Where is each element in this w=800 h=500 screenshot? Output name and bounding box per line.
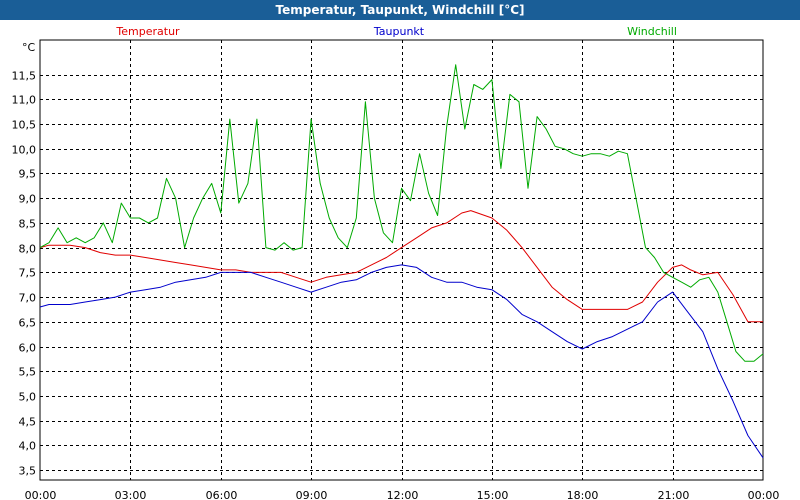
legend-taupunkt: Taupunkt [373, 25, 425, 38]
x-tick-labels: 00:0012.12.1603:0012.12.1606:0012.12.160… [25, 489, 780, 500]
chart-title: Temperatur, Taupunkt, Windchill [°C] [0, 0, 800, 20]
y-tick-label: 8,5 [19, 218, 37, 231]
y-tick-label: 7,0 [19, 292, 37, 305]
series-line-windchill [39, 64, 764, 362]
y-axis-unit: °C [22, 41, 36, 54]
y-tick-label: 11,0 [12, 94, 37, 107]
x-tick-time: 03:00 [115, 489, 147, 500]
series-line-taupunkt [39, 264, 764, 459]
y-tick-label: 4,0 [19, 440, 37, 453]
series-line-temperatur [39, 210, 763, 323]
y-tick-label: 11,5 [12, 70, 37, 83]
x-tick-time: 06:00 [206, 489, 238, 500]
y-tick-label: 3,5 [19, 465, 37, 478]
y-tick-label: 8,0 [19, 243, 37, 256]
x-tick-time: 18:00 [567, 489, 599, 500]
legend-temperatur: Temperatur [115, 25, 180, 38]
x-tick-time: 15:00 [477, 489, 509, 500]
y-tick-label: 5,0 [19, 391, 37, 404]
y-tick-label: 4,5 [19, 416, 37, 429]
legend-windchill: Windchill [627, 25, 677, 38]
y-tick-label: 5,5 [19, 366, 37, 379]
chart-area: 3,5 4,0 4,5 5,0 5,5 6,0 6,5 7,0 7,5 8,0 8,5 9,0 9,5 1… [12, 25, 780, 500]
grid [40, 40, 763, 480]
y-tick-labels: 3,5 4,0 4,5 5,0 5,5 6,0 6,5 7,0 7,5 8,0 8,5 9,0 9,5 1… [12, 70, 37, 478]
series-lines [39, 64, 764, 459]
x-tick-time: 21:00 [658, 489, 690, 500]
y-tick-label: 10,5 [12, 119, 37, 132]
x-tick-time: 09:00 [296, 489, 328, 500]
x-tick-time: 00:00 [25, 489, 57, 500]
y-tick-label: 6,0 [19, 342, 37, 355]
y-tick-label: 10,0 [12, 144, 37, 157]
y-tick-label: 7,5 [19, 267, 37, 280]
y-tick-label: 6,5 [19, 317, 37, 330]
plot-frame [39, 39, 764, 481]
x-tick-time: 00:00 [748, 489, 780, 500]
x-tick-time: 12:00 [387, 489, 419, 500]
y-tick-label: 9,5 [19, 168, 37, 181]
y-tick-label: 9,0 [19, 193, 37, 206]
